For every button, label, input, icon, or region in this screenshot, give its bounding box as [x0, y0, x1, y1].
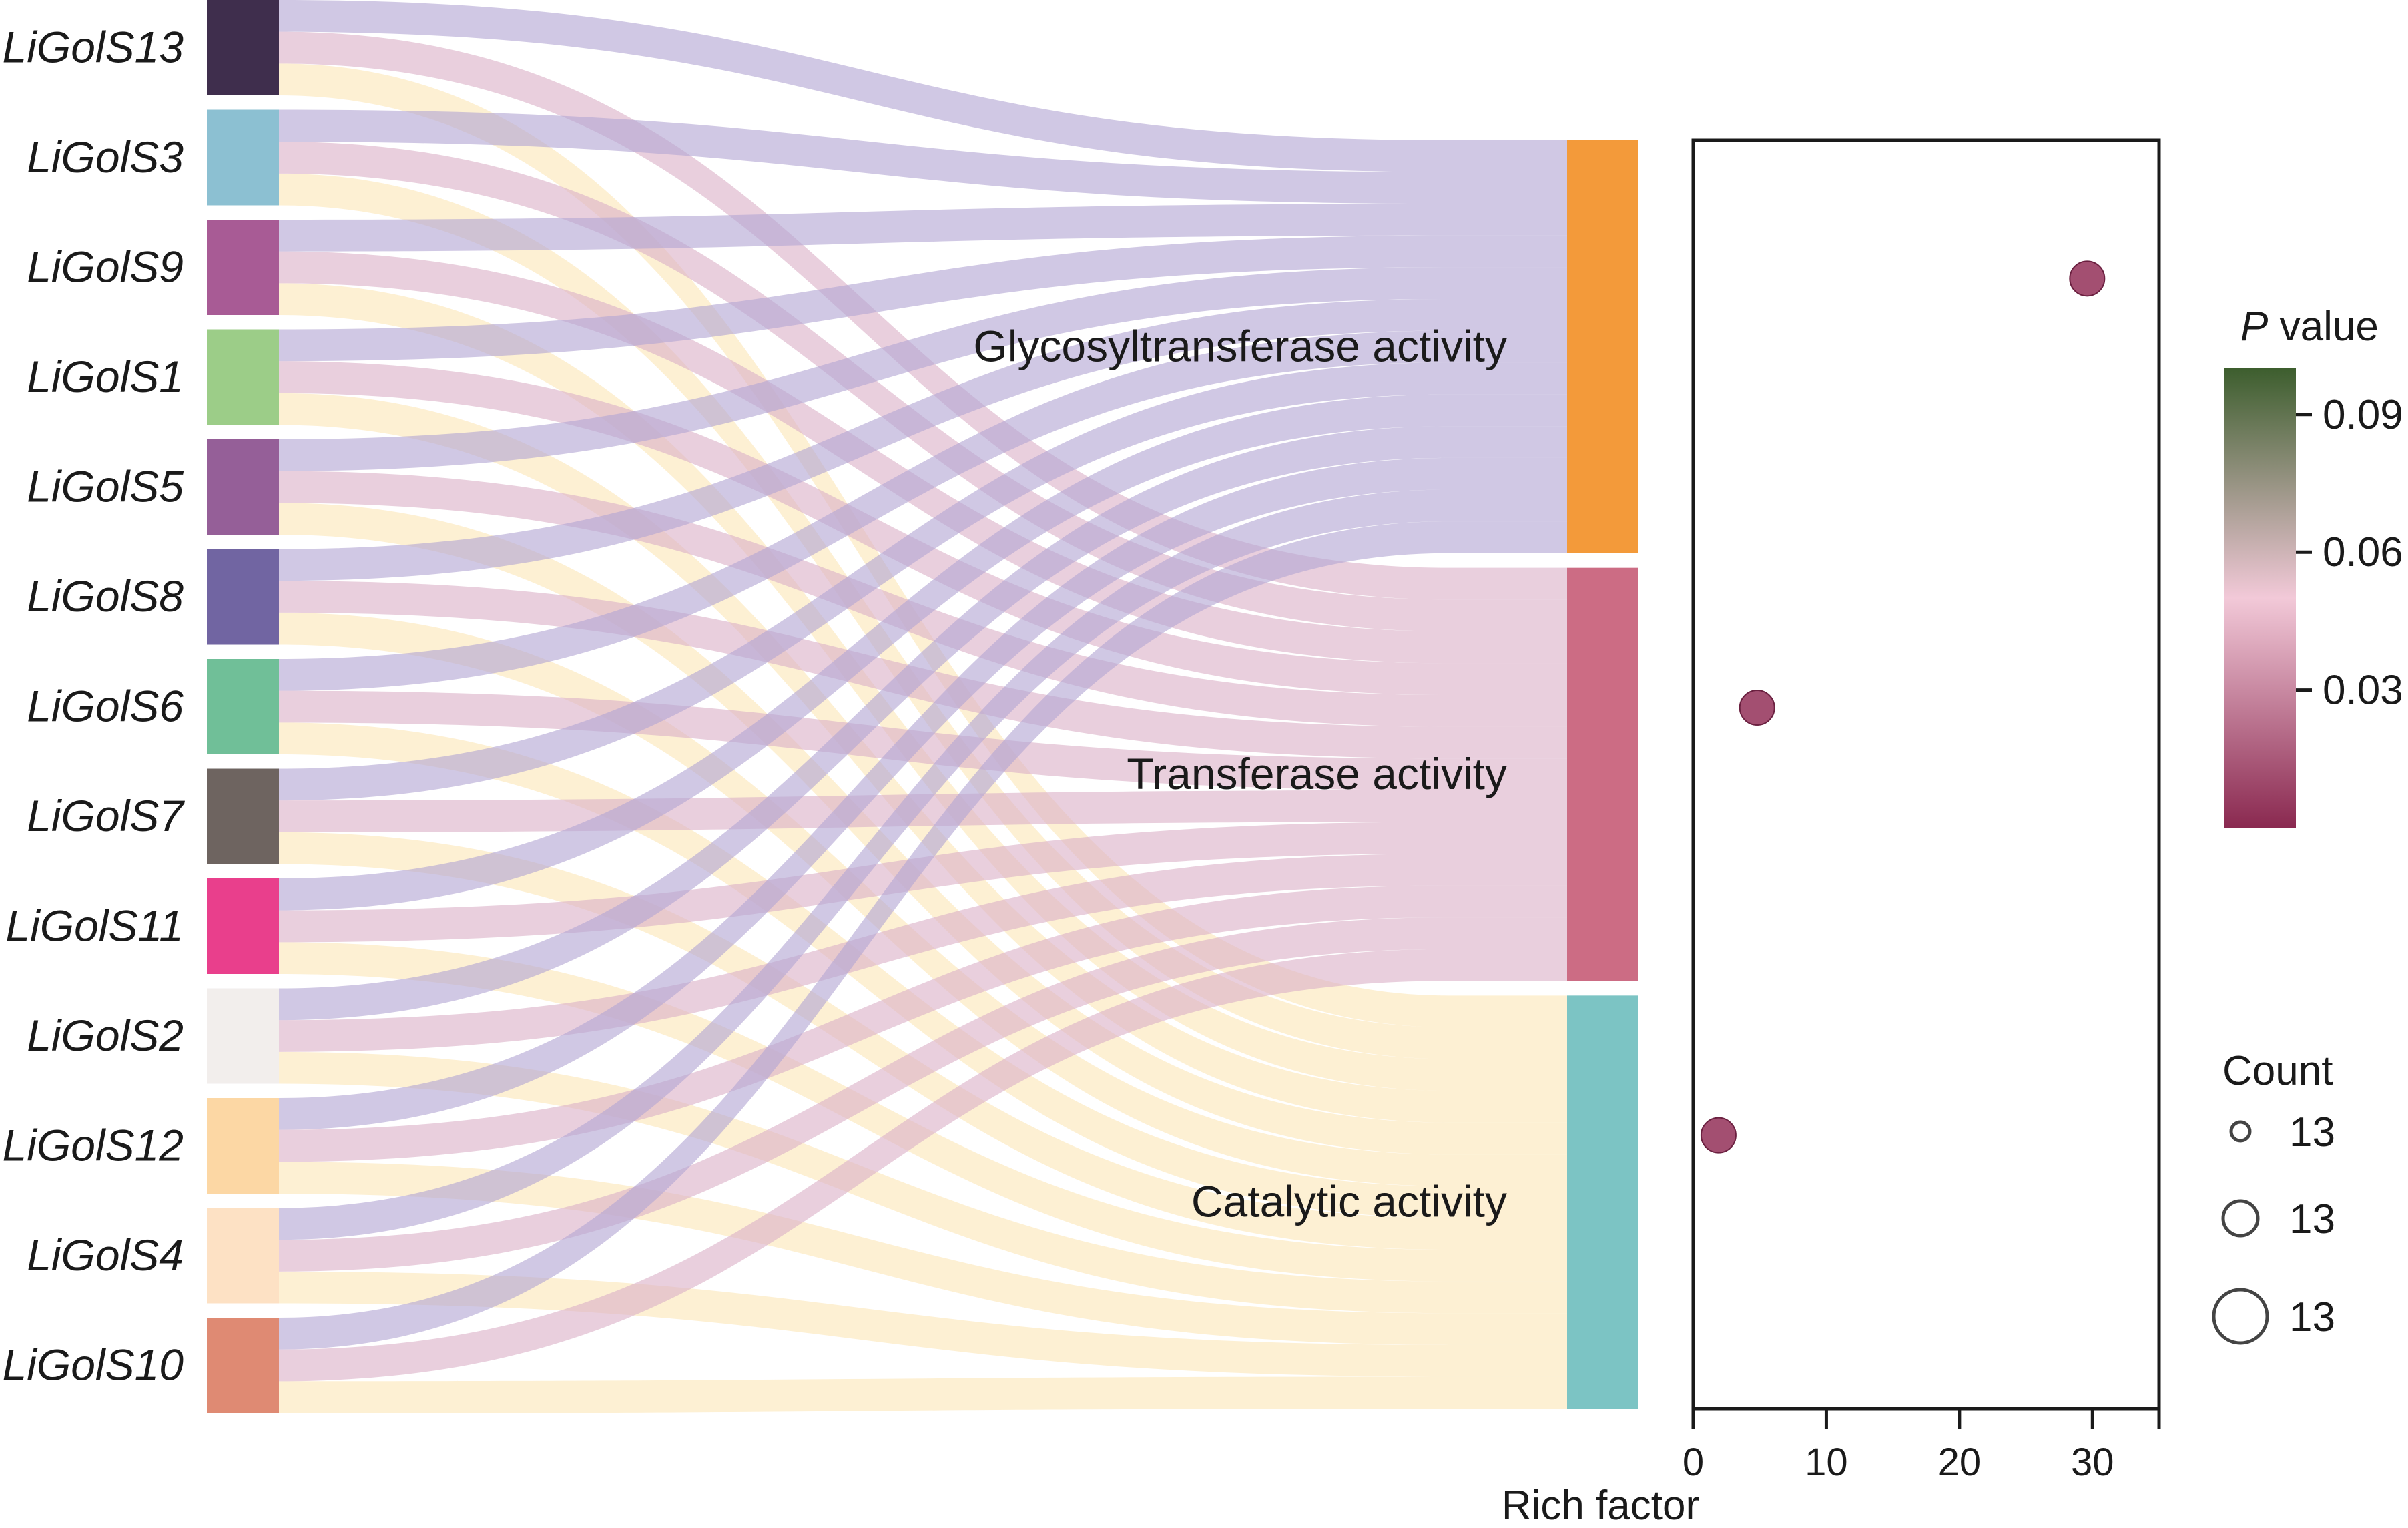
gene-node-ligols4	[207, 1208, 279, 1304]
count-legend-label: 13	[2289, 1294, 2335, 1340]
colorbar-tick-label: 0.09	[2323, 392, 2403, 438]
flow-ligols5-to-transferase-activity	[279, 471, 1567, 727]
gene-label: LiGolS12	[2, 1121, 184, 1170]
gene-label: LiGolS1	[27, 352, 184, 401]
gene-node-ligols6	[207, 659, 279, 754]
gene-nodes: LiGolS13 LiGolS3 LiGolS9 LiGolS1 LiGolS5 LiGo…	[2, 0, 279, 1413]
gene-label: LiGolS2	[27, 1011, 184, 1060]
term-nodes: Glycosyltransferase activity Transferase …	[973, 140, 1638, 1409]
gene-label: LiGolS9	[27, 242, 184, 292]
flow-ligols11-to-transferase-activity	[279, 822, 1567, 943]
gene-label: LiGolS11	[5, 901, 184, 951]
x-tick-label: 10	[1805, 1441, 1848, 1484]
p-value-legend-title: P value	[2240, 304, 2379, 350]
colorbar-tick-label: 0.06	[2323, 529, 2403, 575]
gene-node-ligols3	[207, 109, 279, 206]
term-label: Transferase activity	[1127, 749, 1507, 798]
flow-ligols3-to-glycosyltransferase-activity	[279, 109, 1567, 204]
legends: P value 0.09 0.06 0.03 Count 13 13 13	[2212, 304, 2403, 1345]
gene-label: LiGolS3	[27, 132, 184, 182]
flow-ligols11-to-catalytic-activity	[279, 942, 1567, 1282]
term-label: Glycosyltransferase activity	[973, 321, 1507, 370]
count-legend-circle	[2221, 1199, 2260, 1238]
term-label: Catalytic activity	[1191, 1177, 1507, 1226]
count-legend-title: Count	[2222, 1048, 2333, 1094]
flow-ligols2-to-catalytic-activity	[279, 1051, 1567, 1314]
flow-ligols6-to-glycosyltransferase-activity	[279, 330, 1567, 691]
term-node-glycosyltransferase-activity	[1567, 140, 1638, 553]
x-tick-label: 0	[1683, 1441, 1704, 1484]
flow-ligols9-to-glycosyltransferase-activity	[279, 204, 1567, 252]
flow-ligols1-to-glycosyltransferase-activity	[279, 235, 1567, 362]
gene-node-ligols5	[207, 439, 279, 535]
term-node-transferase-activity	[1567, 567, 1638, 981]
gene-node-ligols13	[207, 0, 279, 95]
term-node-catalytic-activity	[1567, 995, 1638, 1409]
gene-node-ligols11	[207, 878, 279, 974]
gene-node-ligols8	[207, 549, 279, 645]
flow-ligols4-to-transferase-activity	[279, 917, 1567, 1272]
gene-node-ligols2	[207, 988, 279, 1084]
gene-label: LiGolS4	[27, 1230, 184, 1280]
p-value-colorbar	[2224, 368, 2296, 828]
gene-node-ligols7	[207, 768, 279, 864]
point-glycosyltransferase-activity	[2069, 260, 2106, 297]
rich-factor-plot: 0 10 20 30 Rich factor	[1502, 138, 2161, 1528]
gene-label: LiGolS6	[27, 682, 184, 731]
count-legend-label: 13	[2289, 1109, 2335, 1156]
gene-label: LiGolS13	[2, 23, 184, 72]
colorbar-tick-label: 0.03	[2323, 668, 2403, 714]
point-catalytic-activity	[1700, 1117, 1737, 1154]
gene-node-ligols12	[207, 1098, 279, 1194]
gene-node-ligols1	[207, 329, 279, 425]
flow-ligols13-to-glycosyltransferase-activity	[279, 0, 1567, 172]
gene-label: LiGolS7	[27, 791, 185, 840]
gene-label: LiGolS10	[2, 1340, 184, 1390]
p-value-title-italic: P	[2240, 304, 2268, 350]
count-legend-circle	[2229, 1120, 2252, 1143]
flow-ligols5-to-glycosyltransferase-activity	[279, 267, 1567, 471]
plot-frame	[1691, 138, 2161, 1411]
point-transferase-activity	[1739, 690, 1775, 726]
gene-label: LiGolS8	[27, 571, 184, 621]
count-legend-circle	[2212, 1288, 2269, 1345]
gene-label: LiGolS5	[27, 462, 184, 511]
count-legend-label: 13	[2289, 1196, 2335, 1242]
p-value-title-rest: value	[2268, 304, 2378, 350]
flow-ligols2-to-transferase-activity	[279, 853, 1567, 1052]
x-tick-label: 20	[1938, 1441, 1982, 1484]
flow-ligols1-to-transferase-activity	[279, 361, 1567, 696]
gene-node-ligols9	[207, 220, 279, 315]
x-tick-label: 30	[2071, 1441, 2114, 1484]
sankey-flows	[279, 0, 1567, 1413]
flow-ligols8-to-glycosyltransferase-activity	[279, 298, 1567, 581]
flow-ligols10-to-catalytic-activity	[279, 1376, 1567, 1413]
flow-ligols12-to-transferase-activity	[279, 885, 1567, 1162]
gene-node-ligols10	[207, 1318, 279, 1413]
x-axis-label: Rich factor	[1502, 1483, 1699, 1528]
